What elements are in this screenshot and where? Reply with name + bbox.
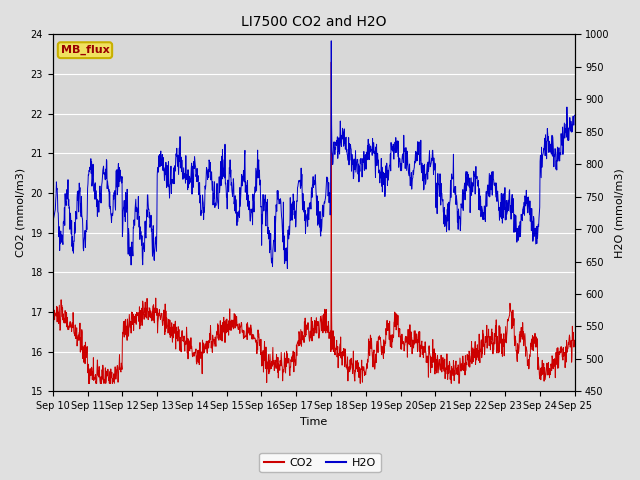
- Text: MB_flux: MB_flux: [61, 45, 109, 55]
- Y-axis label: H2O (mmol/m3): H2O (mmol/m3): [615, 168, 625, 258]
- X-axis label: Time: Time: [300, 417, 327, 427]
- Title: LI7500 CO2 and H2O: LI7500 CO2 and H2O: [241, 15, 387, 29]
- Y-axis label: CO2 (mmol/m3): CO2 (mmol/m3): [15, 168, 25, 257]
- Legend: CO2, H2O: CO2, H2O: [259, 453, 381, 472]
